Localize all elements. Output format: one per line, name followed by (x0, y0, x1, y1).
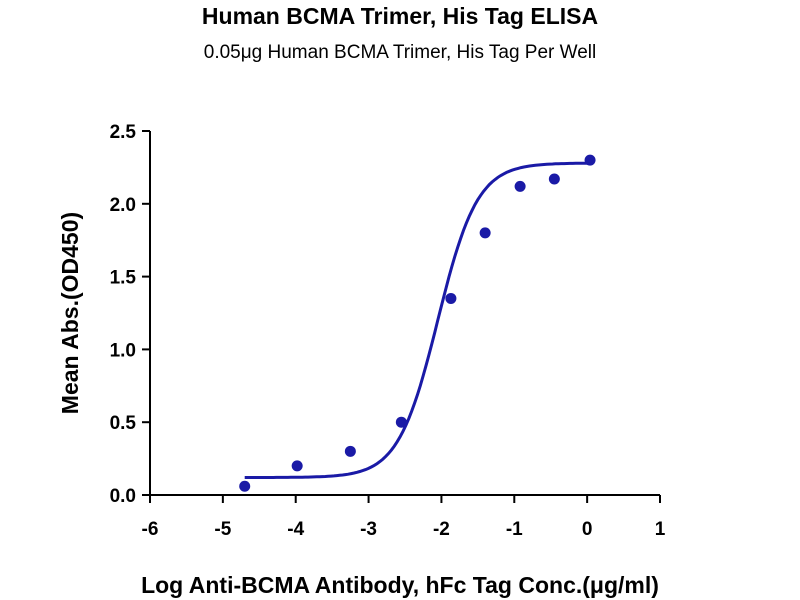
x-tick-label: -4 (287, 519, 304, 540)
y-tick-label: 1.0 (110, 340, 136, 361)
y-tick-label: 1.5 (110, 268, 137, 289)
x-tick-label: 1 (655, 519, 666, 540)
x-tick-label: -2 (433, 519, 450, 540)
y-tick-label: 2.5 (110, 122, 137, 143)
y-axis-label: Mean Abs.(OD450) (57, 212, 83, 414)
data-point (514, 180, 526, 192)
fit-curve (244, 161, 591, 479)
data-point (479, 227, 491, 239)
chart-title: Human BCMA Trimer, His Tag ELISA (202, 3, 598, 29)
data-point (239, 480, 251, 492)
y-tick-label: 0.0 (110, 486, 136, 507)
data-point (395, 416, 407, 428)
x-tick-label: -1 (506, 519, 523, 540)
x-tick-label: 0 (582, 519, 593, 540)
x-tick-label: -6 (142, 519, 159, 540)
chart-subtitle: 0.05μg Human BCMA Trimer, His Tag Per We… (204, 42, 597, 63)
y-tick-label: 0.5 (110, 413, 137, 434)
data-point (548, 173, 560, 185)
x-tick-label: -3 (360, 519, 377, 540)
data-point (291, 460, 303, 472)
data-points-layer (239, 154, 596, 492)
data-point (344, 445, 356, 457)
data-point (445, 292, 457, 304)
fit-curve-layer (244, 161, 591, 479)
axes: 0.0 0.5 1.0 1.5 2.0 2.5 -6 -5 -4 -3 -2 -1 0 1 (110, 122, 666, 540)
y-tick-label: 2.0 (110, 195, 136, 216)
data-point (584, 154, 596, 166)
x-tick-label: -5 (214, 519, 231, 540)
x-axis-label: Log Anti-BCMA Antibody, hFc Tag Conc.(μg… (141, 572, 659, 598)
